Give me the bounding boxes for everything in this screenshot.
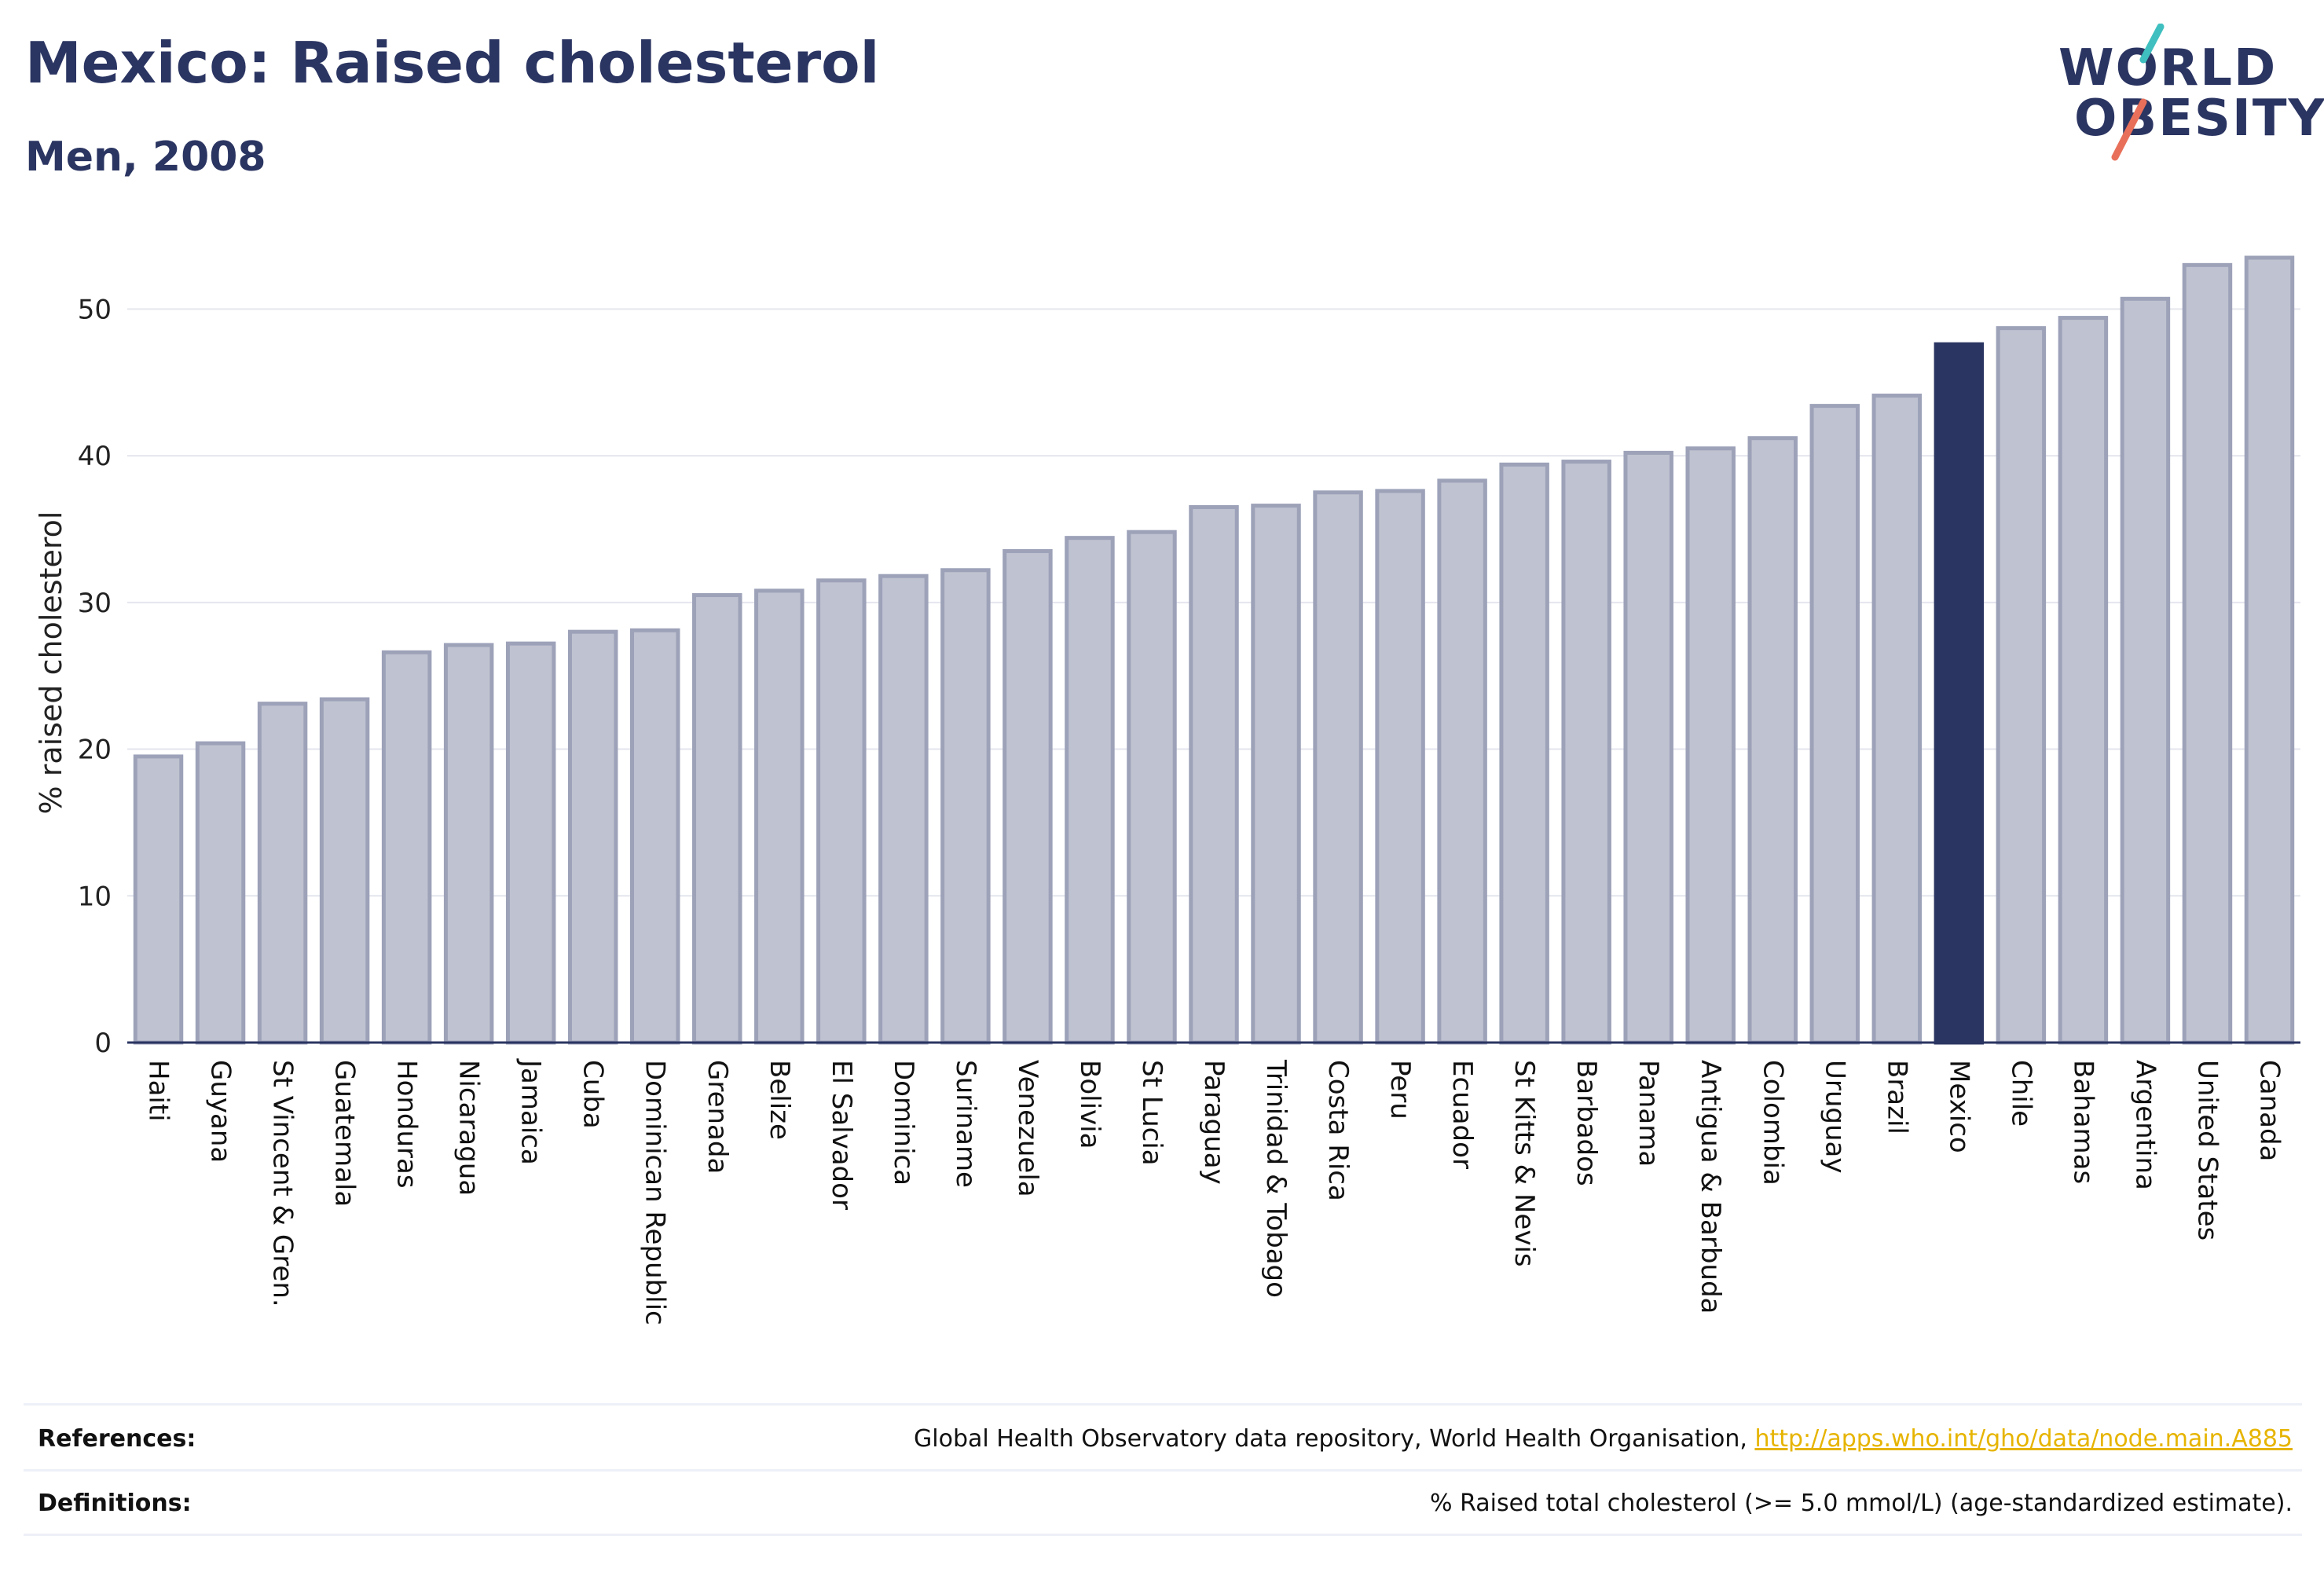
x-tick-label: Nicaragua: [453, 1060, 485, 1196]
x-tick-label: Panama: [1633, 1060, 1664, 1167]
bar: [692, 592, 742, 1045]
x-tick-label: Uruguay: [1819, 1060, 1850, 1174]
x-tick-label: Canada: [2253, 1060, 2285, 1161]
references-label: References:: [38, 1425, 196, 1453]
bar: [1065, 536, 1115, 1045]
logo-text-obesity: OBESITY: [2074, 90, 2324, 148]
footer-divider-middle: [24, 1469, 2302, 1472]
y-tick-label: 40: [78, 441, 112, 472]
bar: [1251, 504, 1301, 1045]
x-tick-label: Bolivia: [1074, 1060, 1105, 1149]
references-text: Global Health Observatory data repositor…: [914, 1425, 1755, 1453]
bar: [257, 702, 308, 1045]
x-tick-label: Colombia: [1757, 1060, 1788, 1186]
bar: [1499, 462, 1549, 1045]
y-tick-label: 20: [78, 735, 112, 766]
bar: [133, 754, 184, 1045]
bar: [1313, 490, 1363, 1045]
bar: [1003, 548, 1053, 1045]
bar: [1561, 460, 1611, 1045]
bar: [630, 628, 680, 1045]
x-tick-label: Antigua & Barbuda: [1695, 1060, 1726, 1314]
bar: [319, 697, 370, 1045]
bar: [1685, 446, 1736, 1045]
bar: [1623, 450, 1673, 1045]
logo-text-world: WORLD: [2058, 39, 2278, 97]
x-tick-label: Haiti: [143, 1060, 174, 1122]
x-tick-label: Guatemala: [329, 1060, 361, 1207]
x-tick-label: United States: [2191, 1060, 2223, 1241]
x-tick-label: Suriname: [950, 1060, 981, 1188]
footer-divider-bottom: [24, 1534, 2302, 1536]
bar: [195, 741, 246, 1045]
bar: [940, 568, 991, 1045]
x-tick-label: Costa Rica: [1322, 1060, 1354, 1201]
x-tick-label: Brazil: [1881, 1060, 1912, 1134]
bar: [381, 650, 432, 1045]
x-tick-label: St Vincent & Gren.: [267, 1060, 299, 1307]
x-tick-label: Argentina: [2129, 1060, 2161, 1190]
x-tick-label: Bahamas: [2067, 1060, 2099, 1184]
x-tick-label: Ecuador: [1446, 1060, 1478, 1169]
y-tick-label: 0: [94, 1028, 112, 1059]
x-tick-label: Grenada: [702, 1060, 733, 1174]
bar: [816, 578, 867, 1045]
x-tick-label: Trinidad & Tobago: [1260, 1059, 1292, 1298]
references-value: Global Health Observatory data repositor…: [914, 1425, 2293, 1453]
definitions-label: Definitions:: [38, 1490, 192, 1517]
bar: [1871, 394, 1923, 1045]
x-tick-label: Honduras: [391, 1060, 423, 1189]
x-tick-label: St Lucia: [1136, 1060, 1167, 1166]
chart-title: Mexico: Raised cholesterol: [25, 30, 880, 96]
bar: [754, 588, 805, 1045]
bar: [878, 574, 929, 1045]
x-tick-label: El Salvador: [826, 1060, 857, 1210]
bar: [1996, 326, 2047, 1045]
bar: [567, 629, 618, 1045]
bar: [2120, 296, 2171, 1045]
bar: [505, 641, 556, 1045]
x-tick-label: Dominica: [888, 1060, 919, 1186]
x-tick-label: Peru: [1384, 1060, 1416, 1120]
bar: [443, 643, 494, 1045]
bar: [2058, 316, 2109, 1045]
bar: [1437, 478, 1487, 1045]
bar: [2182, 262, 2233, 1045]
x-tick-label: Paraguay: [1198, 1060, 1230, 1185]
y-axis-label: % raised cholesterol: [34, 511, 68, 815]
bar: [1809, 404, 1860, 1045]
x-tick-label: Chile: [2005, 1060, 2036, 1127]
logo-slash-icon: [2111, 24, 2165, 161]
bar: [1189, 504, 1239, 1045]
references-link[interactable]: http://apps.who.int/gho/data/node.main.A…: [1754, 1425, 2293, 1453]
bar-highlighted: [1934, 342, 1985, 1045]
x-tick-label: Venezuela: [1012, 1060, 1043, 1197]
x-tick-label: Dominican Republic: [640, 1060, 671, 1325]
x-tick-label: Belize: [764, 1060, 795, 1140]
world-obesity-logo[interactable]: WORLD OBESITY: [2043, 24, 2324, 165]
x-tick-label: Mexico: [1943, 1060, 1974, 1153]
y-tick-label: 10: [78, 881, 112, 912]
x-tick-label: Cuba: [577, 1060, 609, 1129]
bar: [2244, 255, 2295, 1045]
y-tick-label: 30: [78, 588, 112, 619]
x-tick-label: Guyana: [205, 1060, 236, 1163]
definitions-text: % Raised total cholesterol (>= 5.0 mmol/…: [1430, 1490, 2293, 1517]
bar: [1127, 530, 1177, 1045]
footer-divider-top: [24, 1403, 2302, 1406]
y-tick-label: 50: [78, 294, 112, 325]
chart-subtitle: Men, 2008: [25, 134, 266, 181]
bar: [1375, 489, 1425, 1045]
x-tick-label: Barbados: [1571, 1060, 1602, 1186]
x-tick-label: St Kitts & Nevis: [1508, 1060, 1540, 1267]
bar: [1747, 436, 1798, 1045]
bar-chart: 0 10 20 30 40 50 % raised cholesterol Haiti Guya…: [34, 255, 2300, 1325]
x-tick-label: Jamaica: [515, 1058, 547, 1165]
